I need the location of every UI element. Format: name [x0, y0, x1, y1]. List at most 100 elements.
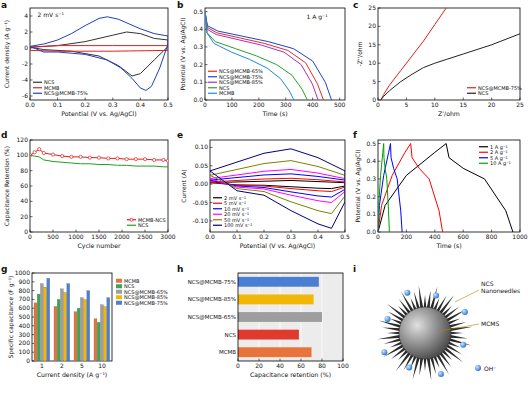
x-tick	[312, 98, 313, 101]
x-tick-label: 2	[60, 362, 64, 369]
bar	[44, 287, 47, 361]
series-line	[30, 155, 168, 167]
x-tick	[237, 230, 238, 233]
legend-swatch	[116, 301, 122, 305]
legend-swatch	[33, 87, 42, 88]
panel-label: f	[353, 130, 357, 140]
plot-area	[378, 144, 513, 232]
y-tick	[32, 281, 35, 282]
x-tick-label: 5	[404, 101, 408, 108]
x-tick	[318, 230, 319, 233]
annotation: 2 mV s⁻¹	[38, 11, 65, 18]
y-tick	[210, 184, 213, 185]
x-axis-title: Time (s)	[435, 242, 461, 249]
y-tick	[205, 46, 208, 47]
legend-swatch	[467, 93, 476, 94]
y-tick-label: 0.0	[193, 96, 203, 103]
bar	[74, 312, 77, 361]
y-axis-title: Current (A)	[180, 169, 187, 202]
diagram-label: MCMS	[481, 320, 500, 327]
legend: MCMB-NCSNCS	[127, 217, 166, 229]
y-tick-label: -0.05	[192, 199, 208, 206]
x-tick-label: 400	[307, 101, 319, 108]
legend-swatch	[479, 163, 488, 164]
x-axis-title: Capacitance retention (%)	[250, 371, 331, 379]
legend-swatch	[208, 71, 217, 72]
y-tick-label: -2	[22, 60, 28, 67]
y-tick-label: NCS@MCMB-75%	[188, 279, 236, 285]
x-tick-label: 80	[318, 362, 326, 369]
x-tick	[76, 230, 77, 233]
x-tick-label: 0.5	[163, 101, 173, 108]
x-tick-label: 0	[28, 233, 32, 240]
x-tick-label: 0.3	[286, 233, 296, 240]
y-tick	[30, 216, 33, 217]
x-tick	[264, 230, 265, 233]
marker	[162, 158, 165, 161]
y-tick-label: 20	[20, 213, 28, 220]
y-tick-label: 40	[20, 197, 28, 204]
series-line	[205, 12, 294, 100]
x-tick-label: 0	[236, 362, 240, 369]
y-tick-label: 0.5	[193, 8, 203, 15]
x-tick-label: 100	[226, 101, 238, 108]
x-tick	[491, 230, 492, 233]
bar	[77, 308, 80, 361]
x-tick-label: 500	[47, 233, 59, 240]
y-tick	[30, 64, 33, 65]
y-tick	[32, 290, 35, 291]
series-line	[205, 12, 332, 100]
x-tick	[258, 98, 259, 101]
y-tick-label: 120	[17, 136, 29, 143]
plot-area	[205, 12, 332, 100]
y-tick-label: 25	[368, 4, 376, 11]
y-tick	[30, 96, 33, 97]
ion	[404, 290, 410, 296]
plot-area	[30, 148, 168, 167]
x-tick-label: 100	[337, 362, 349, 369]
legend-swatch	[116, 290, 122, 294]
x-tick-label: 20	[255, 362, 263, 369]
x-tick	[30, 98, 31, 101]
x-tick	[205, 98, 206, 101]
ion	[385, 316, 391, 322]
series-line	[381, 8, 446, 100]
x-tick-label: 60	[297, 362, 305, 369]
y-tick	[378, 63, 381, 64]
x-tick-label: 2000	[114, 233, 129, 240]
plot-area	[30, 17, 168, 91]
y-tick	[30, 32, 33, 33]
series-line	[210, 161, 345, 214]
legend-label: NCS@MCMB-75%	[44, 90, 88, 96]
legend-label: 10 A g⁻¹	[490, 160, 511, 167]
y-axis-title: Potential (V vs. Ag/AgCl)	[179, 17, 187, 90]
panel-label: i	[353, 264, 356, 274]
x-tick-label: 0.5	[340, 233, 350, 240]
x-tick-label: 0.3	[108, 101, 118, 108]
legend-swatch	[213, 197, 222, 198]
y-tick-label: 0.3	[366, 175, 376, 182]
x-tick-label: 500	[334, 101, 346, 108]
legend-swatch	[33, 82, 42, 83]
legend-swatch	[208, 93, 217, 94]
marker	[125, 158, 128, 161]
y-tick-label: 0	[24, 228, 28, 235]
y-axis-title: Current density (A g⁻¹)	[3, 20, 11, 88]
x-tick	[112, 98, 113, 101]
x-tick	[322, 359, 323, 362]
y-tick-label: NCS@MCMB-65%	[188, 314, 236, 320]
y-tick-label: 900	[19, 278, 31, 285]
x-tick-label: 600	[457, 233, 469, 240]
series-line	[30, 149, 168, 161]
y-tick-label: 0.2	[366, 193, 376, 200]
marker	[166, 159, 168, 162]
legend-swatch	[479, 152, 488, 153]
legend-label: 100 mV s⁻¹	[224, 222, 252, 228]
x-tick	[57, 98, 58, 101]
y-tick	[378, 81, 381, 82]
diagram-label: Nanoneedles	[481, 287, 520, 294]
y-tick-label: 0.00	[195, 180, 209, 187]
legend-label: MCMB	[219, 90, 235, 96]
series-line	[210, 149, 345, 228]
panel-label: h	[177, 264, 183, 274]
